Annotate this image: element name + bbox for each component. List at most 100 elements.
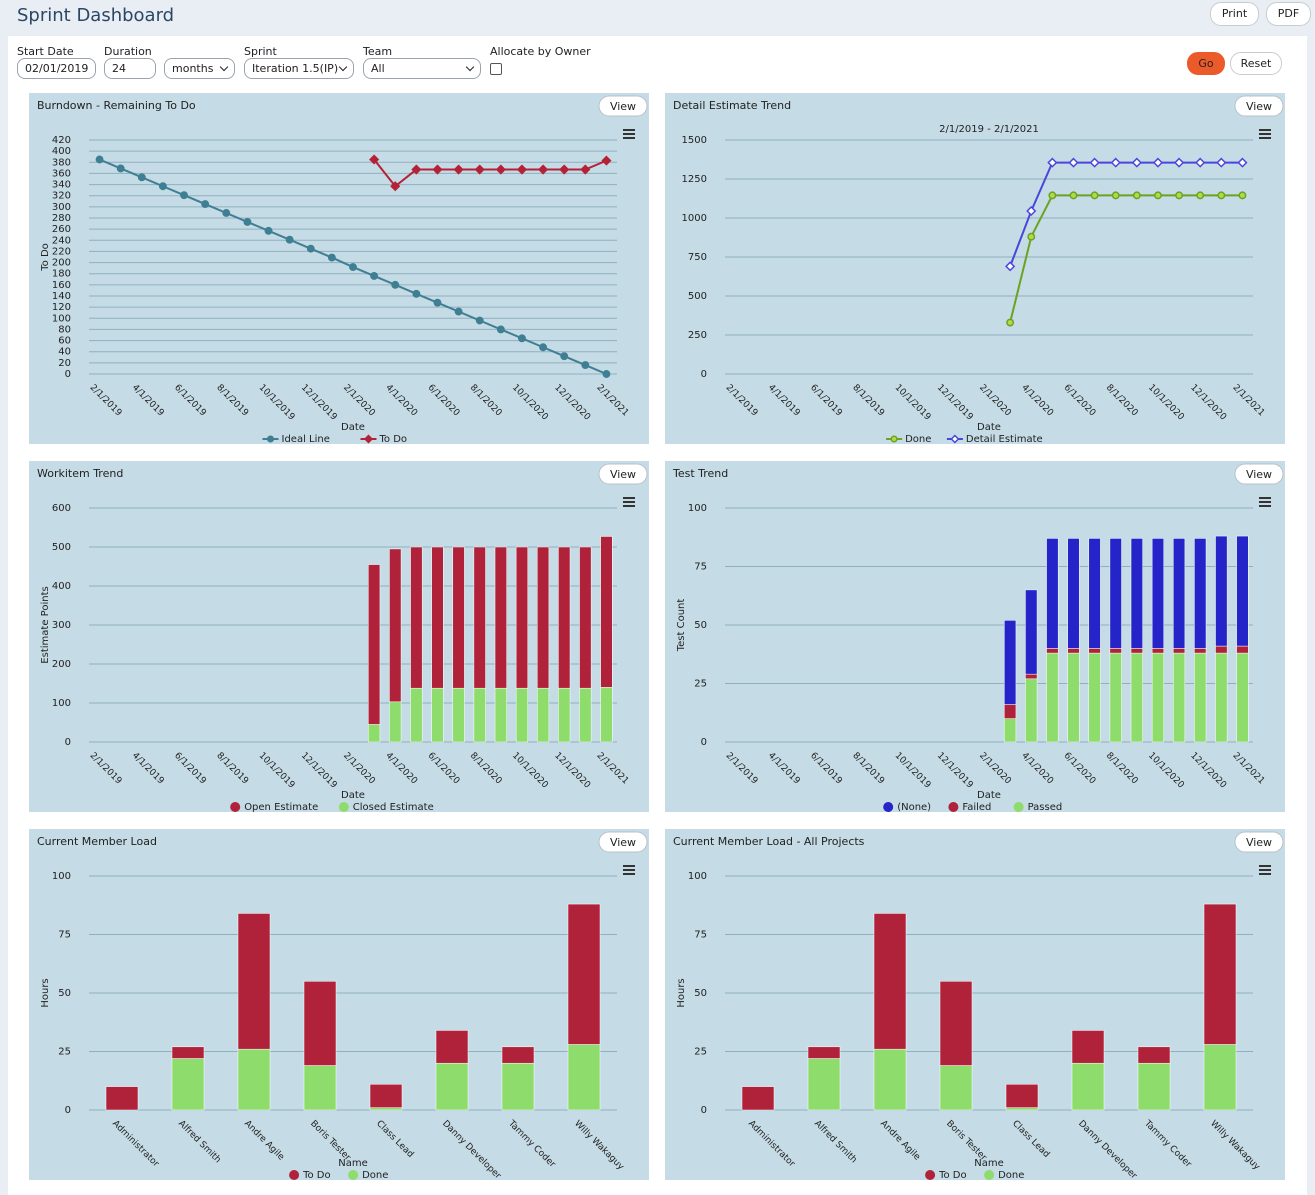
marker: [1132, 191, 1141, 200]
menu-icon[interactable]: [623, 129, 635, 139]
y-tick-label: 420: [52, 135, 71, 146]
marker: [285, 235, 294, 244]
unit-value: months: [172, 62, 214, 75]
bar: [807, 1046, 841, 1059]
marker: [495, 164, 506, 175]
legend-marker: [266, 435, 275, 443]
marker: [222, 209, 231, 217]
legend-item[interactable]: Done: [984, 1170, 1024, 1181]
legend-item[interactable]: To Do: [925, 1170, 967, 1181]
y-tick-label: 25: [694, 1047, 707, 1058]
legend-item[interactable]: Ideal Line: [262, 434, 330, 445]
chart-title: Workitem Trend: [37, 467, 123, 480]
x-tick-label: 8/1/2019: [850, 751, 886, 787]
marker: [158, 182, 167, 191]
bar: [1236, 652, 1249, 743]
marker: [1006, 318, 1015, 327]
bar: [579, 546, 592, 689]
start-date-input[interactable]: 02/01/2019: [17, 58, 96, 79]
menu-icon[interactable]: [1259, 129, 1271, 139]
chart-title: Burndown - Remaining To Do: [37, 99, 196, 112]
view-button[interactable]: View: [598, 831, 648, 853]
bar: [368, 564, 381, 725]
bar: [1215, 535, 1228, 647]
sprint-value: Iteration 1.5(IP): [252, 62, 339, 75]
bar: [1203, 903, 1237, 1045]
view-button[interactable]: View: [598, 463, 648, 485]
view-button-bg: [598, 95, 648, 117]
team-select[interactable]: All: [363, 58, 481, 79]
x-tick-label: 10/1/2019: [893, 383, 933, 423]
x-tick-label: Willy Wakaguy: [572, 1119, 626, 1173]
duration-input[interactable]: 24: [104, 58, 156, 79]
x-tick-label: 12/1/2020: [1188, 751, 1228, 791]
marker: [391, 280, 400, 289]
y-tick-label: 100: [52, 871, 71, 882]
x-tick-label: 12/1/2019: [299, 751, 339, 791]
legend-item[interactable]: (None): [883, 802, 931, 813]
legend-item[interactable]: Open Estimate: [230, 802, 318, 813]
y-tick-label: 250: [688, 330, 707, 341]
bar: [1194, 538, 1207, 649]
legend-item[interactable]: Failed: [948, 802, 991, 813]
marker: [1110, 157, 1121, 168]
y-tick-label: 200: [52, 258, 71, 269]
unit-select[interactable]: months: [164, 58, 235, 79]
view-button[interactable]: View: [1234, 463, 1284, 485]
bar: [389, 548, 402, 703]
print-button[interactable]: Print: [1210, 2, 1259, 26]
x-tick-label: 8/1/2019: [850, 383, 886, 419]
marker: [137, 173, 146, 182]
x-tick-label: 2/1/2019: [88, 383, 124, 419]
legend-marker: [950, 434, 960, 444]
legend-item[interactable]: Done: [886, 434, 931, 445]
x-tick-label: Andre Agile: [878, 1119, 922, 1163]
legend-item[interactable]: Done: [348, 1170, 388, 1181]
chart-title: Test Trend: [672, 467, 728, 480]
pdf-button[interactable]: PDF: [1266, 2, 1311, 26]
marker: [1195, 157, 1206, 168]
bar: [1088, 648, 1101, 654]
y-tick-label: 400: [52, 581, 71, 592]
legend-item[interactable]: Passed: [1013, 802, 1063, 813]
x-tick-label: 12/1/2019: [935, 751, 975, 791]
marker: [1027, 232, 1036, 241]
bar: [873, 1048, 907, 1111]
menu-icon[interactable]: [623, 865, 635, 875]
reset-button[interactable]: Reset: [1230, 52, 1282, 75]
allocate-checkbox[interactable]: [490, 63, 502, 75]
bar: [1004, 718, 1017, 743]
bar: [1067, 538, 1080, 649]
bar: [501, 1046, 535, 1064]
legend-item[interactable]: Detail Estimate: [946, 434, 1043, 445]
bar: [1046, 538, 1059, 649]
bar: [1067, 648, 1080, 654]
x-tick-label: 8/1/2019: [214, 383, 250, 419]
x-tick-label: 4/1/2019: [130, 751, 166, 787]
x-tick-label: 2/1/2021: [1231, 383, 1267, 419]
sprint-select[interactable]: Iteration 1.5(IP): [244, 58, 354, 79]
menu-icon[interactable]: [623, 497, 635, 507]
go-button[interactable]: Go: [1187, 52, 1225, 75]
view-button[interactable]: View: [1234, 95, 1284, 117]
menu-icon[interactable]: [1259, 865, 1271, 875]
view-button[interactable]: View: [1234, 831, 1284, 853]
x-tick-label: 10/1/2020: [510, 383, 550, 423]
legend-item[interactable]: To Do: [289, 1170, 331, 1181]
marker: [453, 164, 464, 175]
legend-item[interactable]: Closed Estimate: [338, 802, 434, 813]
bar: [303, 1065, 337, 1111]
y-tick-label: 0: [701, 1105, 707, 1116]
view-button[interactable]: View: [598, 95, 648, 117]
x-tick-label: 12/1/2019: [299, 383, 339, 423]
chart-title: Current Member Load - All Projects: [673, 835, 865, 848]
legend-label: Failed: [962, 802, 991, 812]
menu-icon[interactable]: [1259, 497, 1271, 507]
bar: [1151, 538, 1165, 649]
y-tick-label: 25: [58, 1047, 71, 1058]
view-button-bg: [1234, 463, 1284, 485]
bar: [1151, 648, 1165, 654]
legend-item[interactable]: To Do: [360, 434, 408, 445]
legend-label: Open Estimate: [244, 802, 318, 812]
marker: [243, 217, 252, 226]
